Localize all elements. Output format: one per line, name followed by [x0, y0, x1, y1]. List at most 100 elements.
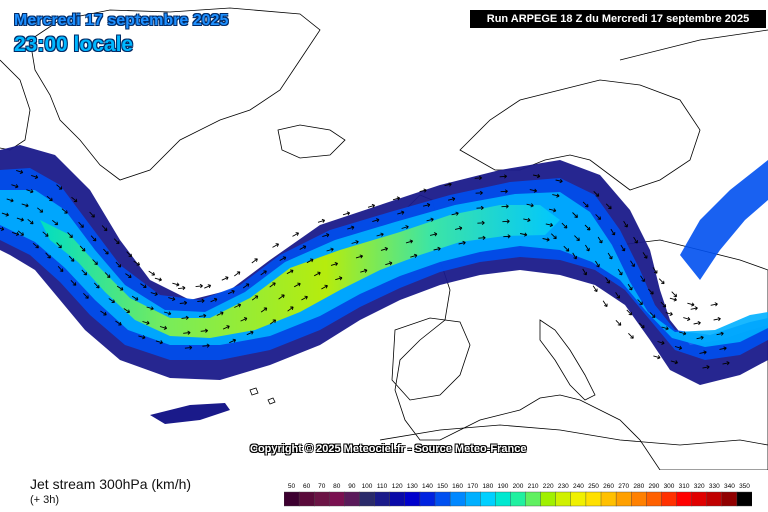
color-scale-legend: 50 60 70 80 90 100 110 120 130 140 150 160 170 180 190… — [284, 483, 752, 507]
legend-value-300: 300 — [664, 483, 675, 490]
wind-arrow — [115, 320, 122, 326]
wind-arrow — [429, 232, 438, 237]
wind-arrow — [665, 311, 673, 317]
wind-arrow — [234, 271, 241, 277]
eastern-europe-border — [619, 29, 768, 61]
wind-arrows — [0, 169, 730, 370]
wind-arrow — [719, 346, 727, 351]
wind-arrow — [451, 211, 459, 216]
wind-arrow — [597, 236, 603, 244]
legend-swatch-160 — [449, 491, 466, 507]
wind-arrow — [154, 277, 162, 282]
legend-value-350: 350 — [739, 483, 750, 490]
wind-arrow — [397, 210, 405, 215]
wind-arrow — [602, 300, 608, 308]
wind-arrow — [669, 297, 677, 302]
wind-arrow — [380, 246, 389, 251]
wind-arrow — [561, 222, 568, 229]
wind-arrow — [630, 260, 635, 268]
legend-value-280: 280 — [633, 483, 644, 490]
wind-arrow — [501, 204, 509, 209]
wind-arrow — [222, 325, 230, 330]
wind-arrow — [722, 361, 730, 366]
wind-arrow — [146, 306, 154, 311]
legend-swatch-330 — [706, 491, 723, 507]
wind-arrow — [658, 278, 665, 285]
wind-arrow — [687, 302, 695, 307]
wind-arrow — [595, 214, 602, 220]
wind-arrow — [710, 302, 718, 307]
legend-swatch-270 — [615, 491, 632, 507]
legend-swatch-250 — [585, 491, 602, 507]
wind-arrow — [657, 340, 665, 345]
wind-arrow — [101, 225, 108, 232]
italy-coast — [539, 319, 596, 401]
forecast-step-label: (+ 3h) — [30, 494, 60, 506]
wind-arrow — [11, 184, 19, 189]
wind-arrow — [458, 240, 466, 245]
wind-arrow — [321, 284, 328, 290]
wind-arrow — [172, 282, 180, 287]
legend-value-90: 90 — [348, 483, 356, 490]
legend-value-120: 120 — [392, 483, 403, 490]
wind-arrow — [582, 268, 588, 276]
wind-arrow — [21, 203, 29, 208]
wind-arrow — [292, 232, 300, 237]
wind-arrow — [563, 245, 570, 252]
legend-swatch-350 — [736, 491, 752, 507]
wind-arrow — [83, 292, 89, 299]
legend-value-320: 320 — [694, 483, 705, 490]
wind-arrow — [279, 256, 287, 261]
azores-islands — [249, 387, 276, 405]
legend-swatch-210 — [525, 491, 542, 507]
jet-stream-east-branch — [680, 160, 768, 280]
jet-stream-map — [0, 7, 768, 470]
wind-arrow — [200, 328, 209, 333]
wind-arrow — [195, 283, 203, 289]
wind-arrow — [627, 283, 633, 291]
wind-arrow — [269, 282, 276, 288]
legend-swatch-50 — [284, 491, 300, 507]
wind-arrow — [433, 246, 441, 251]
wind-arrow — [342, 211, 351, 216]
legend-swatch-70 — [314, 491, 330, 507]
wind-arrow — [376, 232, 384, 237]
wind-arrow — [240, 317, 248, 322]
wind-arrow — [178, 285, 186, 291]
wind-arrow — [57, 265, 64, 272]
wind-arrow — [702, 365, 710, 370]
legend-value-290: 290 — [648, 483, 659, 490]
wind-arrow — [93, 282, 100, 289]
wind-arrow — [670, 360, 678, 365]
wind-arrow — [181, 315, 189, 320]
legend-value-330: 330 — [709, 483, 720, 490]
wind-arrow — [661, 326, 669, 331]
wind-arrow — [582, 201, 589, 208]
wind-arrow — [229, 338, 237, 344]
wind-arrow — [159, 325, 168, 330]
wind-arrow — [585, 244, 590, 252]
wind-arrow — [326, 247, 334, 252]
wind-arrow — [592, 285, 598, 293]
canada-coast — [0, 59, 31, 151]
wind-arrow — [499, 174, 507, 179]
wind-arrow — [92, 259, 98, 265]
wind-arrow — [351, 240, 359, 245]
legend-value-230: 230 — [558, 483, 569, 490]
wind-arrow — [330, 261, 339, 266]
forecast-date: Mercredi 17 septembre 2025 — [14, 12, 229, 29]
wind-arrow — [148, 270, 156, 276]
wind-arrow — [221, 276, 229, 281]
wind-arrow — [529, 188, 538, 193]
wind-arrow — [503, 234, 511, 239]
wind-arrow — [37, 207, 44, 213]
legend-value-200: 200 — [513, 483, 524, 490]
legend-value-80: 80 — [333, 483, 341, 490]
wind-arrow — [607, 252, 613, 260]
wind-arrow — [410, 253, 418, 258]
legend-value-190: 190 — [497, 483, 508, 490]
wind-arrow — [572, 252, 578, 260]
wind-arrow — [502, 219, 510, 224]
wind-arrow — [287, 306, 294, 312]
north-africa-coast — [379, 424, 768, 446]
